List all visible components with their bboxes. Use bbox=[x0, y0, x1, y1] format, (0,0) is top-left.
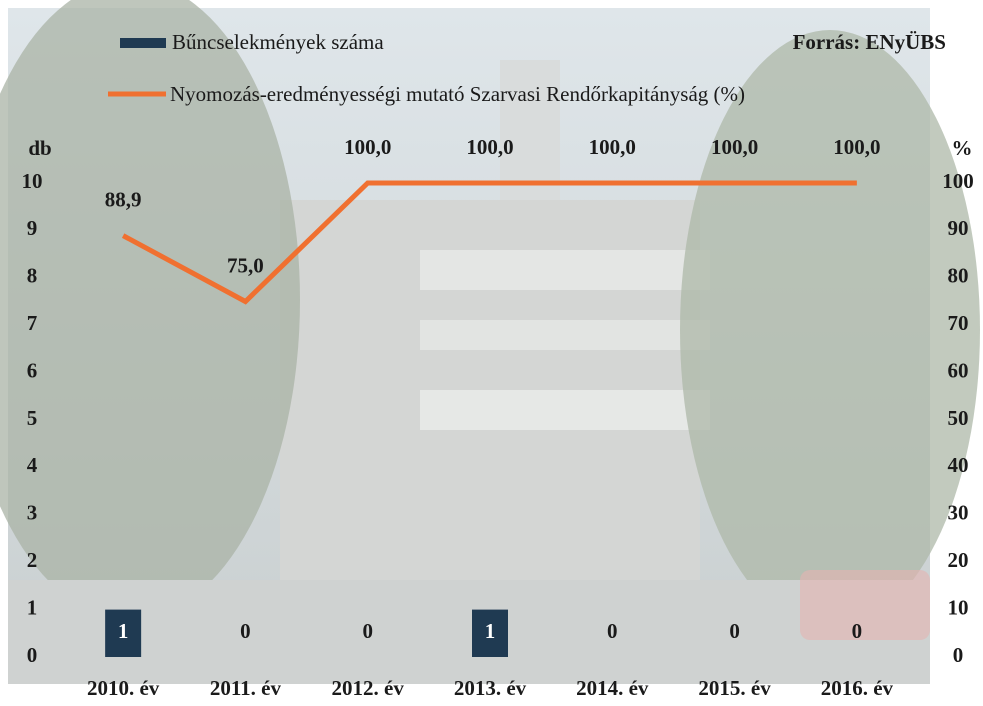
y-tick-label: 0 bbox=[27, 643, 38, 667]
legend-swatch bbox=[120, 38, 166, 48]
y-tick-label: 8 bbox=[27, 264, 38, 288]
y-tick-label: 1 bbox=[27, 595, 38, 619]
x-tick-label: 2015. év bbox=[698, 676, 771, 700]
bar-value-label: 0 bbox=[852, 619, 863, 643]
y-tick-label: 9 bbox=[27, 216, 38, 240]
bar-value-label: 0 bbox=[240, 619, 251, 643]
source: Forrás: ENyÜBS bbox=[793, 30, 946, 54]
bar-value-label: 1 bbox=[485, 619, 496, 643]
line-value-label: 100,0 bbox=[466, 135, 513, 159]
y2-tick-label: 40 bbox=[948, 453, 969, 477]
chart: Bűncselekmények száma Nyomozás-eredménye… bbox=[0, 0, 983, 706]
y2-tick-label: 50 bbox=[948, 406, 969, 430]
line-value-label: 100,0 bbox=[711, 135, 758, 159]
bar-value-label: 0 bbox=[729, 619, 740, 643]
y2-tick-label: 60 bbox=[948, 358, 969, 382]
bar-value-label: 0 bbox=[607, 619, 618, 643]
x-tick-label: 2013. év bbox=[454, 676, 527, 700]
line-value-label: 100,0 bbox=[833, 135, 880, 159]
line-value-label: 100,0 bbox=[344, 135, 391, 159]
y2-tick-label: 70 bbox=[948, 311, 969, 335]
y2-tick-label: 100 bbox=[942, 169, 974, 193]
y2-tick-label: 80 bbox=[948, 264, 969, 288]
y-tick-label: 3 bbox=[27, 501, 38, 525]
y-axis-label: db bbox=[28, 136, 51, 160]
x-tick-label: 2014. év bbox=[576, 676, 649, 700]
x-tick-label: 2012. év bbox=[332, 676, 405, 700]
y-tick-label: 6 bbox=[27, 358, 38, 382]
page: {"chart_data": { "type": "bar", "source"… bbox=[0, 0, 983, 706]
y2-tick-label: 20 bbox=[948, 548, 969, 572]
line-value-label: 100,0 bbox=[589, 135, 636, 159]
y2-tick-label: 10 bbox=[948, 595, 969, 619]
y2-tick-label: 30 bbox=[948, 501, 969, 525]
y-tick-label: 2 bbox=[27, 548, 38, 572]
x-tick-label: 2016. év bbox=[821, 676, 894, 700]
y2-tick-label: 90 bbox=[948, 216, 969, 240]
y-tick-label: 10 bbox=[22, 169, 43, 193]
background-photo bbox=[0, 0, 983, 706]
y-tick-label: 5 bbox=[27, 406, 38, 430]
legend-label: Nyomozás-eredményességi mutató Szarvasi … bbox=[170, 82, 745, 106]
x-tick-label: 2011. év bbox=[210, 676, 282, 700]
y2-tick-label: 0 bbox=[953, 643, 964, 667]
y-tick-label: 4 bbox=[27, 453, 38, 477]
line-value-label: 75,0 bbox=[227, 253, 264, 277]
legend-label: Bűncselekmények száma bbox=[172, 30, 384, 54]
y2-axis-label: % bbox=[952, 136, 973, 160]
bar-value-label: 0 bbox=[362, 619, 373, 643]
y-tick-label: 7 bbox=[27, 311, 38, 335]
line-value-label: 88,9 bbox=[105, 187, 142, 211]
bar-value-label: 1 bbox=[118, 619, 129, 643]
x-tick-label: 2010. év bbox=[87, 676, 160, 700]
